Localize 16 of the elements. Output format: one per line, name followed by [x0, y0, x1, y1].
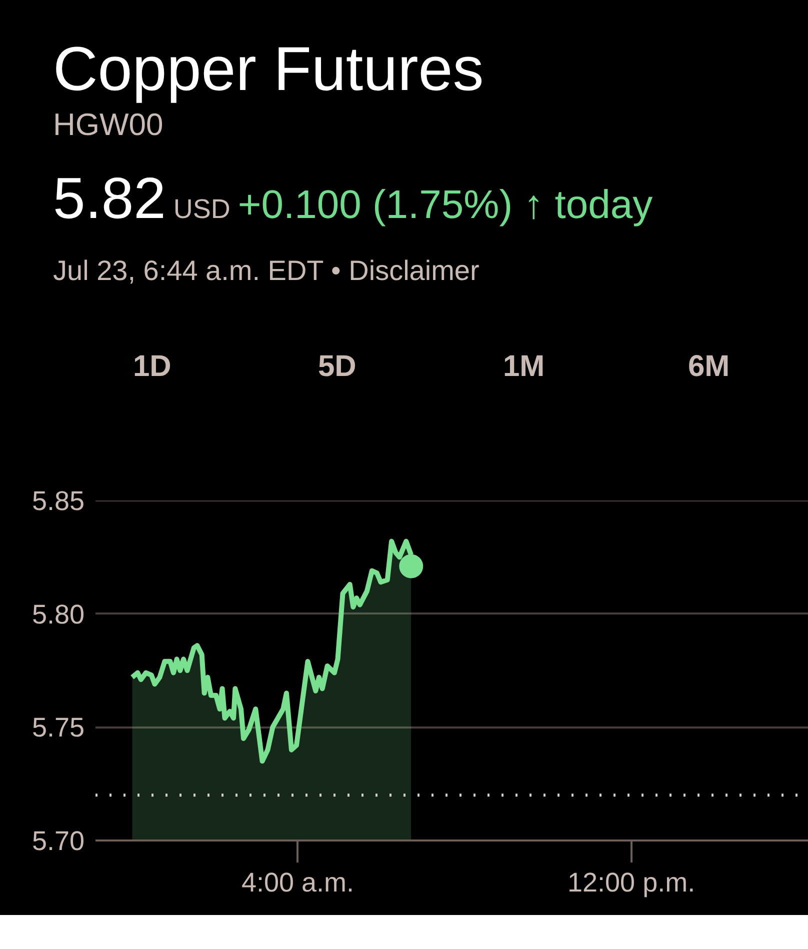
x-tick-label: 4:00 a.m. — [241, 868, 354, 898]
text: 5.82 — [53, 166, 166, 231]
text: 6M — [688, 349, 731, 385]
text: +0.100 (1.75%) ↑ today — [238, 183, 653, 227]
y-tick-label: 5.85 — [32, 486, 85, 516]
y-tick-label: 5.70 — [32, 826, 85, 856]
y-tick-label: 5.80 — [32, 599, 85, 630]
text: 1D — [133, 349, 172, 385]
chart-title: Copper Futures — [53, 35, 485, 105]
chart-subtitle: HGW00 — [53, 106, 164, 144]
text: 5D — [318, 349, 358, 385]
text: Jul 23, 6:44 a.m. EDT • Disclaimer — [53, 254, 480, 288]
text: 1M — [503, 349, 546, 385]
x-tick-label: 12:00 p.m. — [568, 868, 696, 898]
y-tick-label: 5.75 — [32, 712, 85, 743]
text: USD — [172, 194, 232, 224]
